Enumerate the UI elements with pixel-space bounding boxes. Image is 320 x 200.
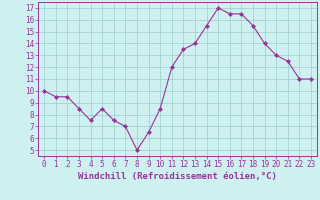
X-axis label: Windchill (Refroidissement éolien,°C): Windchill (Refroidissement éolien,°C) <box>78 172 277 181</box>
